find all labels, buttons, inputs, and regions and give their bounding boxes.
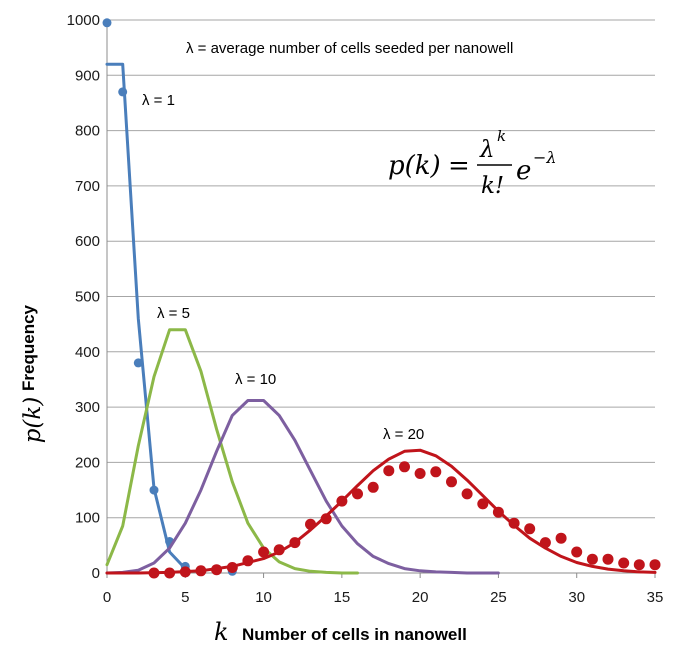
formula-numerator-exponent: k bbox=[497, 127, 506, 145]
y-tick-label-100: 100 bbox=[75, 510, 100, 527]
y-tick-label-600: 600 bbox=[75, 233, 100, 250]
formula-denominator: k! bbox=[481, 173, 504, 199]
label-lambda-5: λ = 5 bbox=[157, 305, 190, 322]
y-tick-label-400: 400 bbox=[75, 344, 100, 361]
series-line-lambda-5 bbox=[105, 328, 359, 575]
data-point-lambda-20-observed-11 bbox=[273, 544, 285, 556]
data-point-lambda-1-observed-3 bbox=[149, 485, 159, 495]
series-layer bbox=[102, 18, 661, 579]
data-point-lambda-20-observed-31 bbox=[586, 553, 598, 565]
gridlines bbox=[107, 19, 655, 574]
data-point-lambda-20-observed-25 bbox=[492, 506, 504, 518]
label-lambda-1: λ = 1 bbox=[142, 92, 175, 109]
y-tick-label-300: 300 bbox=[75, 399, 100, 416]
x-tick-label-5: 5 bbox=[181, 589, 189, 606]
data-point-lambda-20-observed-15 bbox=[336, 495, 348, 507]
data-point-lambda-20-observed-8 bbox=[226, 562, 238, 573]
x-tick-label-0: 0 bbox=[103, 589, 111, 606]
data-point-lambda-20-observed-3 bbox=[148, 567, 160, 579]
formula-equals: = bbox=[448, 151, 470, 181]
data-point-lambda-20-observed-14 bbox=[320, 513, 332, 525]
data-point-lambda-1-observed-2 bbox=[133, 358, 143, 368]
data-point-lambda-20-observed-21 bbox=[430, 466, 442, 478]
y-tick-label-0: 0 bbox=[92, 565, 100, 582]
label-lambda-20: λ = 20 bbox=[383, 426, 424, 443]
y-tick-label-800: 800 bbox=[75, 123, 100, 140]
x-axis: 0 5 10 15 20 25 30 35 bbox=[103, 572, 664, 606]
y-axis-symbol: p(k) bbox=[20, 397, 46, 444]
data-point-lambda-20-observed-6 bbox=[195, 565, 207, 577]
lambda-definition-text: λ = average number of cells seeded per n… bbox=[186, 40, 513, 57]
data-point-lambda-1-observed-1 bbox=[118, 87, 128, 97]
data-point-lambda-20-observed-5 bbox=[179, 566, 191, 578]
x-tick-label-20: 20 bbox=[412, 589, 429, 606]
x-axis-title: Number of cells in nanowell bbox=[242, 625, 467, 644]
x-tick-label-35: 35 bbox=[647, 589, 664, 606]
x-tick-label-15: 15 bbox=[334, 589, 351, 606]
y-axis-title: Frequency bbox=[19, 304, 38, 391]
x-tick-label-25: 25 bbox=[490, 589, 507, 606]
y-tick-label-900: 900 bbox=[75, 67, 100, 84]
data-point-lambda-20-observed-34 bbox=[633, 559, 645, 571]
data-point-lambda-20-observed-7 bbox=[211, 564, 223, 576]
formula-lhs: p(k) bbox=[388, 151, 441, 181]
data-point-lambda-20-observed-20 bbox=[414, 468, 426, 479]
data-point-lambda-20-observed-12 bbox=[289, 537, 301, 549]
y-tick-label-200: 200 bbox=[75, 454, 100, 471]
data-point-lambda-20-observed-30 bbox=[571, 546, 583, 558]
data-point-lambda-20-observed-10 bbox=[258, 546, 270, 558]
data-point-lambda-20-observed-35 bbox=[649, 559, 661, 571]
series-line-lambda-10 bbox=[105, 399, 500, 575]
data-point-lambda-1-observed-0 bbox=[102, 18, 112, 28]
data-point-lambda-20-observed-24 bbox=[477, 498, 489, 510]
data-point-lambda-20-observed-9 bbox=[242, 555, 254, 567]
y-tick-label-500: 500 bbox=[75, 289, 100, 306]
formula-exp-base: e bbox=[516, 156, 531, 186]
y-tick-label-1000: 1000 bbox=[67, 12, 100, 29]
data-point-lambda-20-observed-22 bbox=[446, 476, 457, 488]
y-axis: 0 100 200 300 400 500 600 700 800 900 1000 bbox=[67, 12, 108, 582]
data-point-lambda-20-observed-18 bbox=[383, 465, 395, 477]
data-point-lambda-20-observed-29 bbox=[555, 532, 567, 544]
y-tick-label-700: 700 bbox=[75, 178, 100, 195]
formula-numerator-base: λ bbox=[479, 137, 495, 163]
data-point-lambda-20-observed-27 bbox=[524, 523, 536, 535]
data-point-lambda-20-observed-4 bbox=[164, 567, 176, 579]
data-point-lambda-20-observed-28 bbox=[539, 537, 551, 549]
label-lambda-10: λ = 10 bbox=[235, 371, 276, 388]
data-point-lambda-20-observed-13 bbox=[305, 518, 316, 530]
data-point-lambda-20-observed-17 bbox=[367, 481, 379, 493]
data-point-lambda-20-observed-26 bbox=[508, 517, 520, 529]
x-tick-label-30: 30 bbox=[568, 589, 585, 606]
x-tick-label-10: 10 bbox=[255, 589, 272, 606]
poisson-formula: p(k) = λ k k! e −λ bbox=[388, 127, 557, 199]
series-line-lambda-1 bbox=[105, 62, 187, 571]
formula-exp-power: −λ bbox=[533, 148, 557, 167]
data-point-lambda-20-observed-33 bbox=[618, 557, 630, 569]
data-point-lambda-20-observed-23 bbox=[461, 488, 473, 500]
series-line-lambda-20 bbox=[105, 448, 657, 575]
data-point-lambda-20-observed-32 bbox=[602, 553, 614, 565]
x-axis-symbol: k bbox=[214, 618, 229, 646]
data-point-lambda-20-observed-19 bbox=[399, 461, 410, 473]
data-point-lambda-20-observed-16 bbox=[352, 488, 363, 500]
